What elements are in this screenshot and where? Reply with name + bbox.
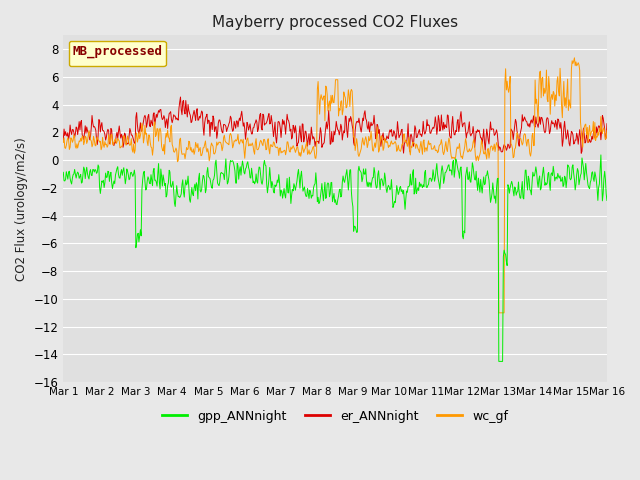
Y-axis label: CO2 Flux (urology/m2/s): CO2 Flux (urology/m2/s)	[15, 137, 28, 281]
Title: Mayberry processed CO2 Fluxes: Mayberry processed CO2 Fluxes	[212, 15, 458, 30]
Legend: gpp_ANNnight, er_ANNnight, wc_gf: gpp_ANNnight, er_ANNnight, wc_gf	[157, 405, 513, 428]
